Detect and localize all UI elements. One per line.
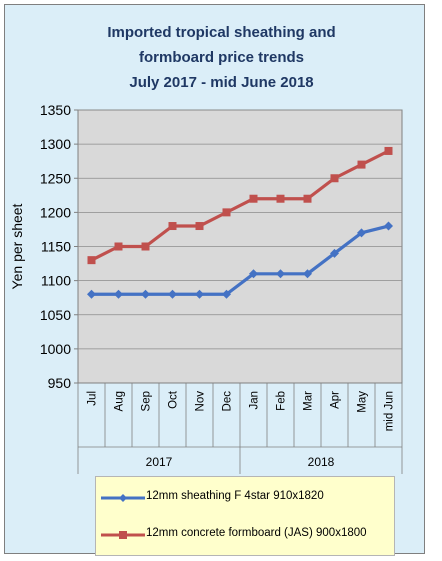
x-tick-label: Jul	[87, 391, 99, 406]
x-tick-label: mid Jun	[384, 391, 396, 431]
data-point	[168, 289, 177, 299]
series-line-1	[90, 149, 390, 262]
y-tick-label: 950	[48, 375, 72, 391]
legend-marker-sheathing	[101, 494, 145, 502]
data-point	[357, 228, 366, 238]
chart-title-line-2: formboard price trends	[138, 49, 305, 66]
legend-item-sheathing: 12mm sheathing F 4star 910x1820	[96, 488, 394, 508]
data-point	[222, 289, 231, 299]
x-tick-label: Dec	[222, 391, 234, 412]
legend: 12mm sheathing F 4star 910x1820 12mm con…	[95, 476, 395, 556]
data-point	[276, 194, 285, 203]
data-point	[168, 222, 177, 231]
year-label: 2017	[146, 455, 173, 469]
x-tick-label: Sep	[141, 391, 153, 411]
legend-marker-formboard	[101, 531, 145, 539]
x-tick-label: Apr	[330, 391, 342, 409]
data-point	[249, 194, 258, 203]
legend-item-formboard: 12mm concrete formboard (JAS) 900x1800	[96, 525, 394, 545]
data-point	[330, 174, 339, 183]
y-axis-label: Yen per sheet	[9, 203, 25, 289]
y-tick-label: 1300	[40, 136, 71, 152]
chart-title-line-3: July 2017 - mid June 2018	[129, 74, 314, 91]
data-point	[249, 269, 258, 279]
data-point	[114, 242, 123, 251]
data-point	[114, 289, 123, 299]
y-tick-label: 1000	[40, 341, 71, 357]
y-tick-label: 1150	[41, 239, 71, 255]
chart-title-line-1: Imported tropical sheathing and	[107, 24, 336, 41]
data-point	[276, 269, 285, 279]
legend-label-sheathing: 12mm sheathing F 4star 910x1820	[146, 490, 324, 502]
x-tick-label: Oct	[168, 390, 180, 409]
y-tick-label: 1350	[40, 102, 71, 118]
data-point	[141, 289, 150, 299]
x-tick-label: Jan	[249, 391, 261, 410]
data-point	[384, 221, 393, 231]
data-point	[303, 194, 312, 203]
line-chart: 950 1000 1050 1100 1150 1200 1250 1300 1350 Yen p…	[9, 102, 403, 474]
data-point	[195, 289, 204, 299]
x-tick-label: Feb	[276, 391, 288, 411]
y-tick-label: 1200	[40, 204, 71, 220]
data-point	[141, 242, 150, 251]
x-tick-label: Aug	[114, 391, 126, 411]
data-point	[330, 248, 339, 258]
y-tick-label: 1250	[40, 170, 71, 186]
x-tick-label: Mar	[303, 391, 315, 411]
x-tick-label: May	[357, 391, 369, 413]
x-tick-label: Nov	[195, 391, 207, 412]
y-tick-label: 1050	[40, 307, 71, 323]
y-tick-label: 1100	[41, 273, 71, 289]
data-point	[357, 160, 366, 169]
data-point	[222, 208, 231, 217]
data-point	[87, 256, 96, 265]
data-point	[384, 146, 393, 155]
data-point	[303, 269, 312, 279]
data-point	[195, 222, 204, 231]
year-label: 2018	[308, 455, 335, 469]
legend-label-formboard: 12mm concrete formboard (JAS) 900x1800	[146, 527, 367, 539]
data-point	[87, 289, 96, 299]
chart-frame: Imported tropical sheathing and formboar…	[4, 4, 425, 556]
